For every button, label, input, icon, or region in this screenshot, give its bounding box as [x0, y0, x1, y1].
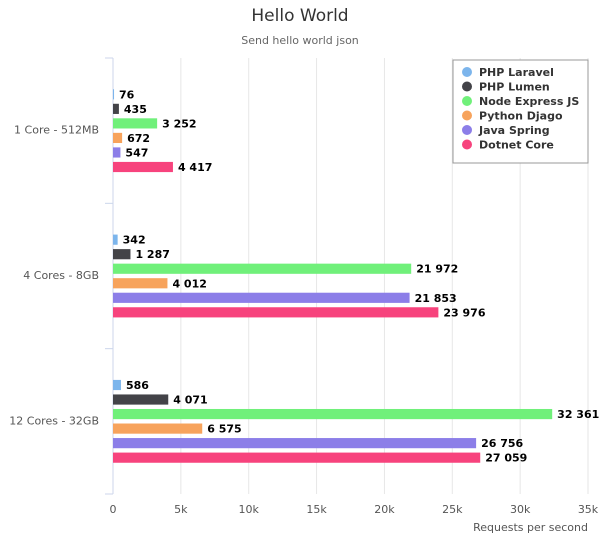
bar	[113, 103, 119, 114]
bar	[113, 147, 121, 158]
value-label: 21 972	[416, 263, 458, 276]
y-tick-label: 4 Cores - 8GB	[23, 269, 99, 282]
value-label: 23 976	[443, 306, 485, 319]
legend-label: PHP Laravel	[479, 66, 554, 79]
bar	[113, 438, 477, 449]
legend-label: Dotnet Core	[479, 139, 554, 152]
bar	[113, 307, 439, 318]
legend-marker	[462, 125, 472, 135]
value-label: 672	[127, 132, 150, 145]
value-label: 3 252	[162, 117, 196, 130]
legend-marker	[462, 67, 472, 77]
y-tick-label: 12 Cores - 32GB	[9, 414, 99, 427]
legend-marker	[462, 139, 472, 150]
chart-subtitle: Send hello world json	[241, 34, 359, 47]
value-label: 27 059	[485, 452, 527, 465]
x-tick-label: 10k	[239, 503, 260, 516]
bar	[113, 118, 158, 129]
legend-marker	[462, 81, 472, 92]
value-label: 26 756	[481, 437, 523, 450]
x-tick-label: 35k	[578, 503, 599, 516]
chart-title: Hello World	[251, 6, 348, 26]
bar	[113, 452, 481, 463]
x-tick-label: 0	[110, 503, 117, 516]
value-label: 547	[125, 146, 148, 159]
value-label: 4 012	[172, 277, 206, 290]
value-label: 4 417	[178, 161, 212, 174]
legend-label: Java Spring	[478, 124, 550, 137]
bar	[113, 249, 131, 260]
value-label: 32 361	[557, 408, 599, 421]
bar	[113, 379, 121, 391]
x-tick-label: 30k	[510, 503, 531, 516]
legend-label: Python Djago	[479, 110, 563, 123]
bar	[113, 394, 169, 405]
bar	[113, 132, 123, 144]
value-label: 586	[126, 379, 149, 392]
bar	[113, 161, 173, 173]
value-label: 21 853	[415, 292, 457, 305]
legend-box	[452, 59, 589, 164]
legend-marker	[462, 110, 472, 121]
bar	[113, 278, 168, 289]
x-tick-label: 25k	[442, 503, 463, 516]
bar	[113, 89, 115, 100]
value-label: 4 071	[173, 394, 207, 407]
value-label: 6 575	[207, 423, 241, 436]
legend-label: Node Express JS	[479, 95, 579, 108]
value-label: 342	[123, 234, 146, 247]
bar	[113, 263, 412, 274]
x-tick-label: 5k	[174, 503, 188, 516]
bar	[113, 423, 203, 434]
bar	[113, 292, 410, 303]
x-tick-label: 20k	[374, 503, 395, 516]
legend-label: PHP Lumen	[479, 81, 550, 94]
bar	[113, 408, 553, 420]
bar	[113, 234, 118, 245]
legend-marker	[462, 96, 472, 106]
value-label: 435	[124, 103, 147, 116]
y-tick-label: 1 Core - 512MB	[14, 124, 99, 137]
value-label: 76	[119, 88, 135, 101]
x-axis-title: Requests per second	[473, 521, 588, 534]
value-label: 1 287	[135, 248, 169, 261]
x-tick-label: 15k	[306, 503, 327, 516]
